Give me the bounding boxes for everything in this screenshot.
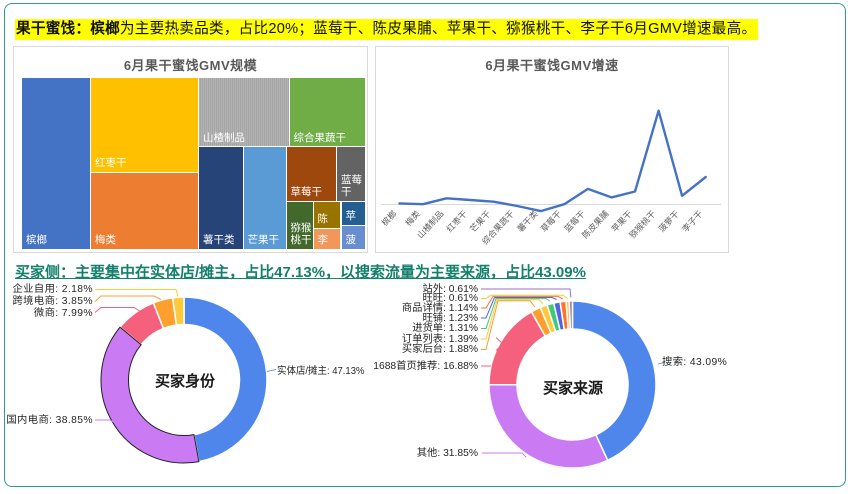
svg-text:梅类: 梅类 bbox=[403, 208, 422, 228]
svg-text:槟榔: 槟榔 bbox=[380, 208, 399, 228]
svg-text:李子干: 李子干 bbox=[680, 208, 705, 234]
svg-text:红枣干: 红枣干 bbox=[444, 208, 469, 234]
svg-text:菠萝干: 菠萝干 bbox=[656, 208, 681, 234]
svg-text:草莓干: 草莓干 bbox=[539, 208, 564, 234]
svg-text:猕猴桃干: 猕猴桃干 bbox=[627, 208, 658, 240]
svg-text:薯干类: 薯干类 bbox=[515, 208, 540, 234]
svg-text:陈皮果脯: 陈皮果脯 bbox=[580, 208, 611, 240]
